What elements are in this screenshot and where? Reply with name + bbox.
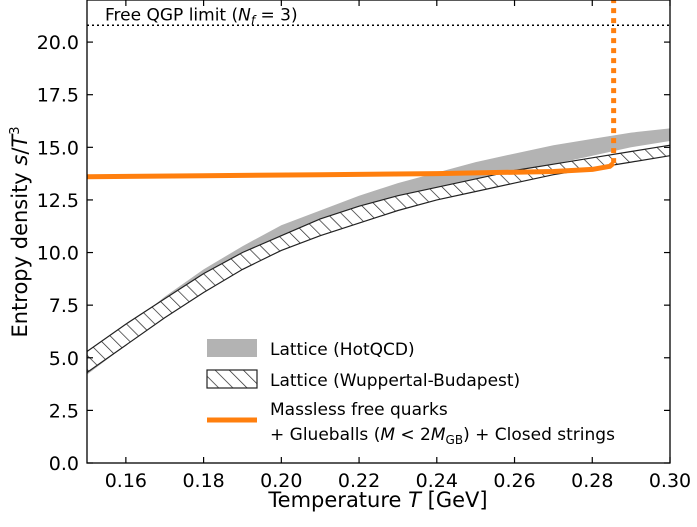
series-band-wuppertal-budapest [87,144,670,374]
free-qgp-limit-text-part2: = 3) [255,5,298,25]
x-axis-title-unit: [GeV] [421,488,488,512]
y-tick-label: 2.5 [49,400,79,422]
free-qgp-limit-text-subscript: f [251,13,257,27]
y-axis-title-t: T [8,133,32,148]
x-axis-title-part1: Temperature [267,488,408,512]
y-tick-label: 0.0 [49,453,79,475]
y-tick-label: 12.5 [37,190,79,212]
x-tick-label: 0.24 [416,470,458,492]
plot-frame [86,0,671,464]
x-tick-label: 0.26 [493,470,535,492]
legend: Lattice (HotQCD) Lattice (Wuppertal-Buda… [206,339,615,447]
x-axis-title: Temperature T [GeV] [267,488,487,512]
x-tick-label: 0.22 [338,470,380,492]
free-qgp-limit-text-part1: Free QGP limit ( [105,5,238,25]
y-axis-title-var: s [8,155,32,166]
y-tick-label: 5.0 [49,348,79,370]
x-tick-label: 0.20 [260,470,302,492]
y-tick-label: 20.0 [37,32,79,54]
y-axis-title-slash: / [8,147,32,155]
legend-label-free-quarks-line1: Massless free quarks [270,400,448,420]
free-qgp-limit-text-nf: N [238,5,251,25]
legend-label-wuppertal: Lattice (Wuppertal-Budapest) [270,371,520,391]
x-tick-label: 0.30 [649,470,691,492]
legend-l2-m: M [380,425,395,445]
legend-l2-part3: ) + Closed strings [463,425,615,445]
legend-l2-m2: M [431,425,446,445]
x-tick-label: 0.16 [105,470,147,492]
legend-l2-part2: < 2 [395,425,431,445]
y-tick-label: 10.0 [37,243,79,265]
x-tick-label: 0.28 [571,470,613,492]
x-tick-label: 0.18 [182,470,224,492]
legend-label-hotqcd: Lattice (HotQCD) [270,340,415,360]
legend-swatch-hotqcd [207,339,257,357]
series-line-free-quarks [87,161,616,180]
y-tick-label: 7.5 [49,295,79,317]
legend-l2-sub: GB [446,433,464,447]
x-axis-title-var: T [408,488,423,512]
y-tick-label: 15.0 [37,137,79,159]
y-axis-title: Entropy density s/T3 [8,126,32,337]
free-qgp-limit-label: Free QGP limit (Nf = 3) [105,5,298,27]
legend-l2-part1: + Glueballs ( [270,425,380,445]
legend-swatch-wuppertal [206,369,258,389]
y-axis-title-part1: Entropy density [8,166,32,338]
y-axis-title-exp: 3 [8,126,23,134]
legend-label-free-quarks-line2: + Glueballs (M < 2MGB) + Closed strings [270,425,615,447]
y-tick-label: 17.5 [37,85,79,107]
